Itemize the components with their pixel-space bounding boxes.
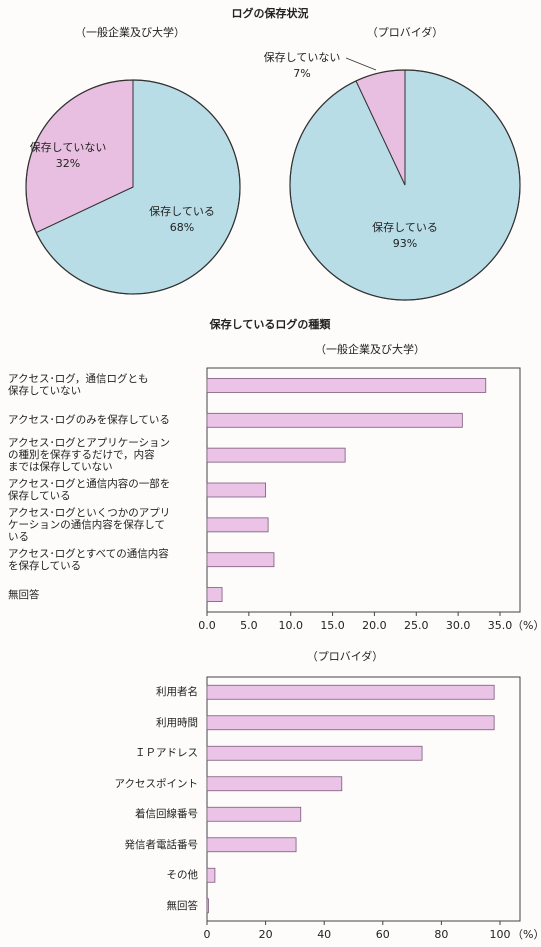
x-tick-label: 20 — [259, 928, 273, 941]
x-tick-label: 35.0 — [488, 619, 513, 632]
x-tick-label: 0.0 — [198, 619, 216, 632]
bar-subtitle: （プロバイダ） — [307, 649, 384, 663]
category-label: 利用者名 — [156, 686, 198, 699]
bar — [206, 715, 495, 731]
x-axis-unit: （%） — [512, 619, 541, 632]
slice-value-label: 32% — [56, 157, 80, 170]
x-tick-label: 15.0 — [320, 619, 345, 632]
x-tick-label: 25.0 — [404, 619, 429, 632]
slice-value-label: 93% — [393, 237, 417, 250]
bar — [206, 898, 209, 914]
x-tick-label: 20.0 — [362, 619, 387, 632]
x-tick-label: 5.0 — [240, 619, 258, 632]
x-tick-label: 10.0 — [278, 619, 303, 632]
x-tick-label: 30.0 — [446, 619, 471, 632]
category-label: その他 — [166, 869, 199, 882]
bar — [206, 482, 266, 498]
bar — [206, 684, 495, 700]
slice-label: 保存していない — [30, 140, 107, 154]
bar — [206, 412, 463, 428]
bar — [206, 776, 343, 792]
x-tick-label: 100 — [490, 928, 511, 941]
slice-value-label: 68% — [170, 221, 194, 234]
slice-label: 保存している — [372, 220, 438, 234]
category-label: ＩＰアドレス — [135, 747, 198, 760]
category-label: アクセス･ログとすべての通信内容 を保存している — [8, 547, 169, 572]
slice-value-label: 7% — [293, 67, 310, 80]
pie-outline — [289, 69, 521, 301]
x-tick-label: 80 — [434, 928, 448, 941]
plot-frame — [206, 676, 521, 922]
category-label: 利用時間 — [156, 716, 198, 729]
bar — [206, 806, 302, 822]
category-label: 無回答 — [8, 588, 40, 601]
bar — [206, 837, 297, 853]
x-tick-label: 60 — [376, 928, 390, 941]
bar — [206, 447, 346, 463]
slice-label: 保存していない — [264, 50, 341, 64]
bar — [206, 552, 275, 568]
bar — [206, 745, 423, 761]
category-label: アクセス･ログのみを保存している — [8, 414, 170, 427]
bar — [206, 378, 487, 393]
bar-subtitle: （一般企業及び大学） — [315, 342, 425, 356]
category-label: アクセス･ログと通信内容の一部を 保存している — [8, 478, 171, 502]
category-label: 発信者電話番号 — [124, 838, 199, 851]
pie-outline — [25, 79, 241, 295]
page-title: ログの保存状況 — [232, 6, 309, 20]
bar — [206, 587, 223, 602]
category-label: アクセス･ログとアプリケーション の種別を保存するだけで，内容 までは保存してい… — [8, 437, 171, 474]
pie-subtitle: （プロバイダ） — [367, 25, 444, 39]
category-label: アクセス･ログ，通信ログとも 保存していない — [8, 373, 149, 398]
category-label: 無回答 — [166, 899, 199, 912]
leader-line — [345, 57, 377, 71]
bar — [206, 867, 216, 883]
slice-label: 保存している — [149, 204, 215, 218]
x-tick-label: 40 — [317, 928, 331, 941]
x-axis-unit: （%） — [512, 928, 541, 941]
x-tick-label: 0 — [204, 928, 211, 941]
category-label: アクセス･ログといくつかのアプリ ケーションの通信内容を保存して いる — [8, 506, 171, 543]
pie-subtitle: （一般企業及び大学） — [75, 25, 185, 39]
section-title: 保存しているログの種類 — [209, 317, 332, 331]
category-label: アクセスポイント — [114, 777, 198, 790]
category-label: 着信回線番号 — [135, 808, 198, 821]
bar — [206, 517, 269, 533]
